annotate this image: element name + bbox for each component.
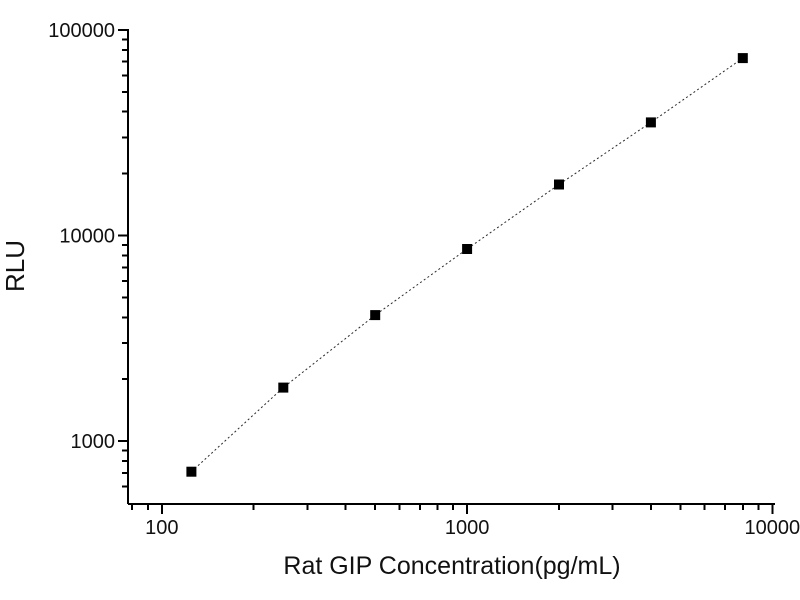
- tick-labels: 100 1000 10000 1000 10000 100000: [48, 20, 800, 539]
- y-axis-tick-label: 10000: [59, 225, 115, 247]
- y-axis-tick-label: 1000: [71, 431, 116, 453]
- series-line: [191, 57, 744, 473]
- data-point-marker: [737, 53, 748, 64]
- y-axis-title: RLU: [0, 240, 30, 292]
- data-point-marker: [278, 382, 289, 393]
- data-point-marker: [186, 466, 197, 477]
- x-axis-tick-label: 100: [145, 517, 178, 539]
- data-point-marker: [462, 244, 473, 254]
- data-point-marker: [370, 310, 381, 321]
- y-axis-tick-label: 100000: [48, 20, 115, 42]
- data-point-marker: [645, 117, 656, 128]
- x-axis-tick-label: 10000: [745, 517, 800, 539]
- axes: [127, 29, 775, 505]
- series: [186, 53, 748, 477]
- x-axis-tick-label: 1000: [445, 517, 490, 539]
- data-point-marker: [554, 179, 564, 190]
- x-axis-title: Rat GIP Concentration(pg/mL): [283, 552, 620, 580]
- ticks: [118, 28, 774, 514]
